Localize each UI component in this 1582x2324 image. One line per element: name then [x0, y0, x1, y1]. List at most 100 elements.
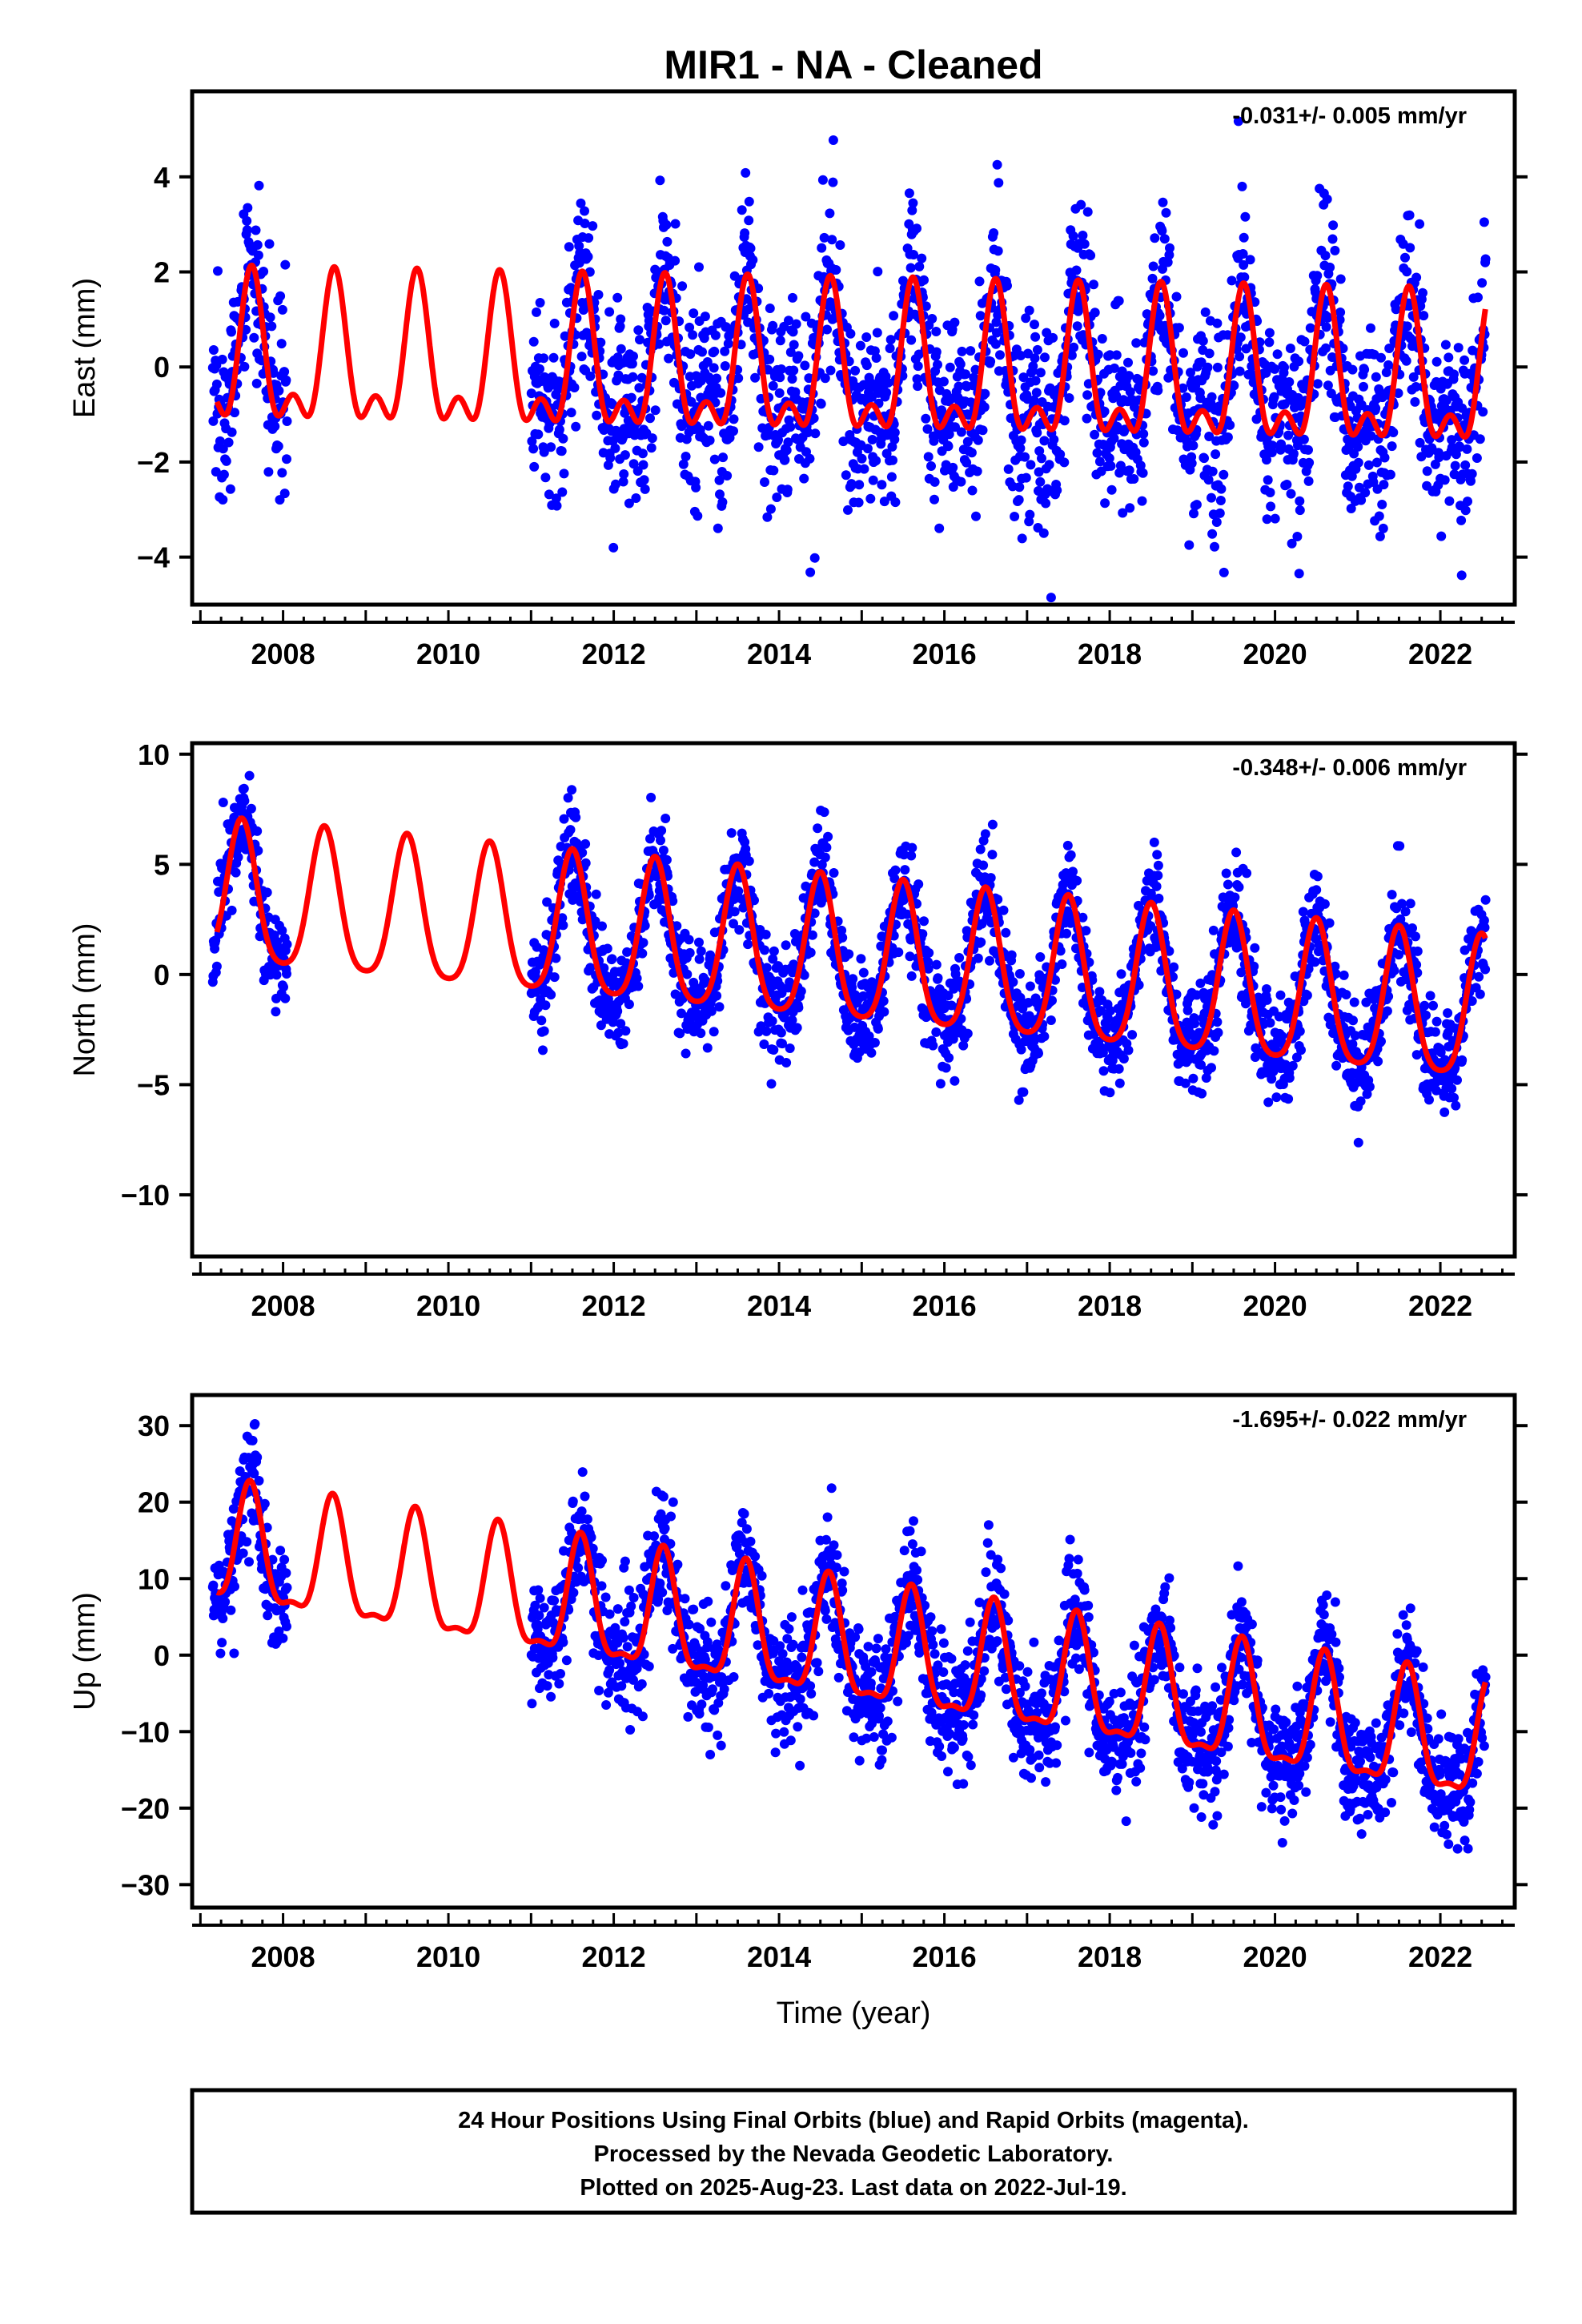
data-point	[1021, 313, 1031, 324]
data-point	[1174, 323, 1184, 333]
data-point	[927, 314, 938, 324]
data-point	[1106, 460, 1116, 471]
data-point	[906, 971, 917, 981]
data-point	[1227, 275, 1237, 286]
data-point	[552, 501, 562, 511]
data-point	[1453, 343, 1464, 353]
data-point	[1266, 501, 1276, 512]
data-point	[1211, 449, 1221, 460]
data-point	[1299, 336, 1310, 347]
data-point	[1035, 368, 1046, 378]
rate-annotation: -0.031+/- 0.005 mm/yr	[1232, 103, 1467, 129]
data-point	[744, 196, 754, 207]
data-point	[1086, 251, 1096, 260]
data-point	[1024, 517, 1034, 527]
data-point	[1111, 350, 1122, 360]
data-point	[1124, 371, 1134, 381]
data-point	[1188, 440, 1199, 451]
data-point	[1444, 496, 1455, 506]
data-point	[1387, 441, 1397, 452]
data-point	[716, 388, 726, 398]
data-point	[1238, 249, 1248, 259]
data-point	[1382, 1006, 1392, 1016]
data-point	[1030, 332, 1041, 342]
data-point	[591, 889, 601, 899]
data-point	[1235, 352, 1245, 362]
data-point	[917, 253, 927, 263]
data-point	[954, 953, 965, 963]
data-point	[1347, 364, 1358, 375]
data-point	[1234, 882, 1244, 892]
data-point	[957, 346, 967, 356]
data-point	[829, 868, 839, 878]
data-point	[1387, 890, 1397, 900]
data-point	[684, 935, 694, 945]
data-point	[638, 460, 648, 470]
data-point	[584, 233, 594, 243]
x-tick-label: 2010	[416, 637, 480, 670]
data-point	[1388, 428, 1399, 437]
data-point	[239, 361, 250, 372]
data-point	[847, 480, 857, 490]
data-point	[914, 261, 925, 271]
data-point	[761, 1026, 772, 1036]
data-point	[528, 336, 539, 347]
data-point	[1460, 460, 1471, 470]
data-point	[244, 1557, 254, 1567]
data-point	[1374, 511, 1384, 521]
data-point	[817, 243, 827, 253]
data-point	[620, 1026, 631, 1036]
data-point	[867, 435, 877, 444]
data-point	[913, 361, 923, 372]
data-point	[1405, 899, 1415, 909]
data-point	[1475, 434, 1485, 444]
data-point	[743, 317, 753, 328]
data-point	[1377, 500, 1387, 509]
data-point	[1267, 440, 1278, 451]
data-point	[538, 1045, 548, 1055]
data-point	[1169, 962, 1179, 972]
data-point	[1428, 1000, 1438, 1011]
data-point	[1114, 1078, 1125, 1088]
data-point	[227, 905, 237, 915]
data-point	[709, 346, 720, 356]
data-point	[805, 947, 816, 958]
data-point	[1231, 847, 1242, 858]
data-point	[975, 844, 986, 854]
data-point	[1360, 488, 1371, 498]
data-point	[1114, 296, 1124, 306]
data-point	[1163, 372, 1174, 383]
data-point	[218, 798, 228, 807]
data-point	[549, 318, 560, 328]
data-point	[249, 332, 259, 343]
data-point	[1455, 442, 1465, 452]
data-point	[970, 364, 981, 375]
data-point	[1114, 1063, 1124, 1074]
data-point	[1124, 465, 1134, 476]
data-point	[1267, 448, 1277, 457]
data-point	[230, 1582, 239, 1592]
data-point	[1366, 323, 1375, 333]
data-point	[1283, 430, 1294, 440]
data-point	[1385, 469, 1395, 480]
data-point	[1116, 969, 1126, 979]
data-point	[239, 796, 250, 806]
data-point	[817, 175, 828, 185]
data-point	[1425, 991, 1435, 1001]
data-point	[1359, 381, 1368, 392]
x-tick-label: 2014	[747, 637, 811, 670]
data-point	[1037, 453, 1046, 464]
data-point	[1341, 990, 1351, 999]
data-point	[761, 930, 771, 939]
data-point	[1449, 369, 1459, 380]
data-point	[267, 321, 277, 332]
data-point	[773, 435, 783, 445]
data-point	[546, 442, 556, 452]
data-point	[1284, 1073, 1295, 1083]
data-point	[1331, 1060, 1342, 1071]
data-point	[861, 332, 872, 342]
data-point	[650, 405, 661, 416]
data-point	[1161, 207, 1171, 218]
data-point	[1411, 272, 1422, 283]
data-point	[612, 1006, 623, 1016]
